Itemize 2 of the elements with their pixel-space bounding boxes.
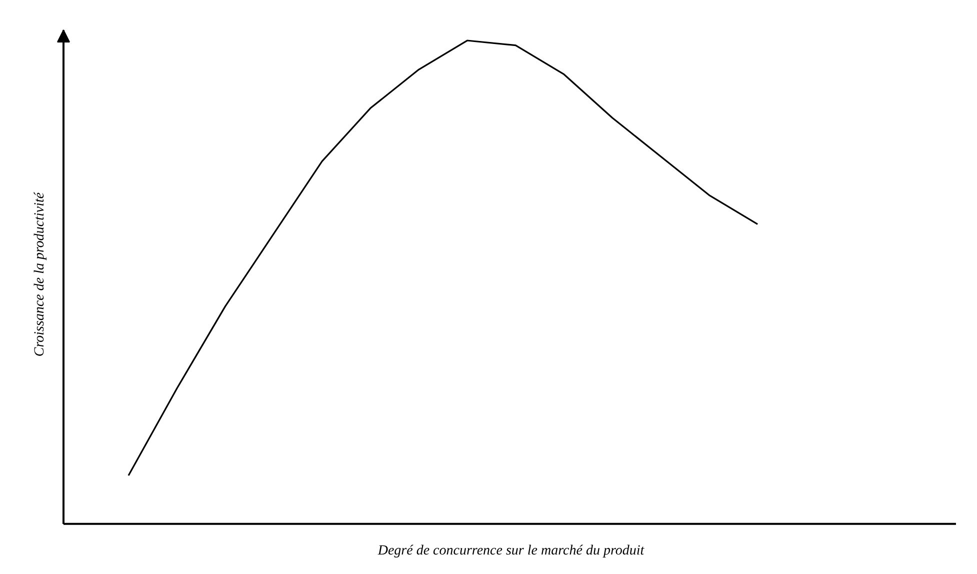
x-axis-title: Degré de concurrence sur le marché du produit: [376, 544, 646, 558]
y-axis-title: Croissance de la productivité: [32, 192, 48, 357]
